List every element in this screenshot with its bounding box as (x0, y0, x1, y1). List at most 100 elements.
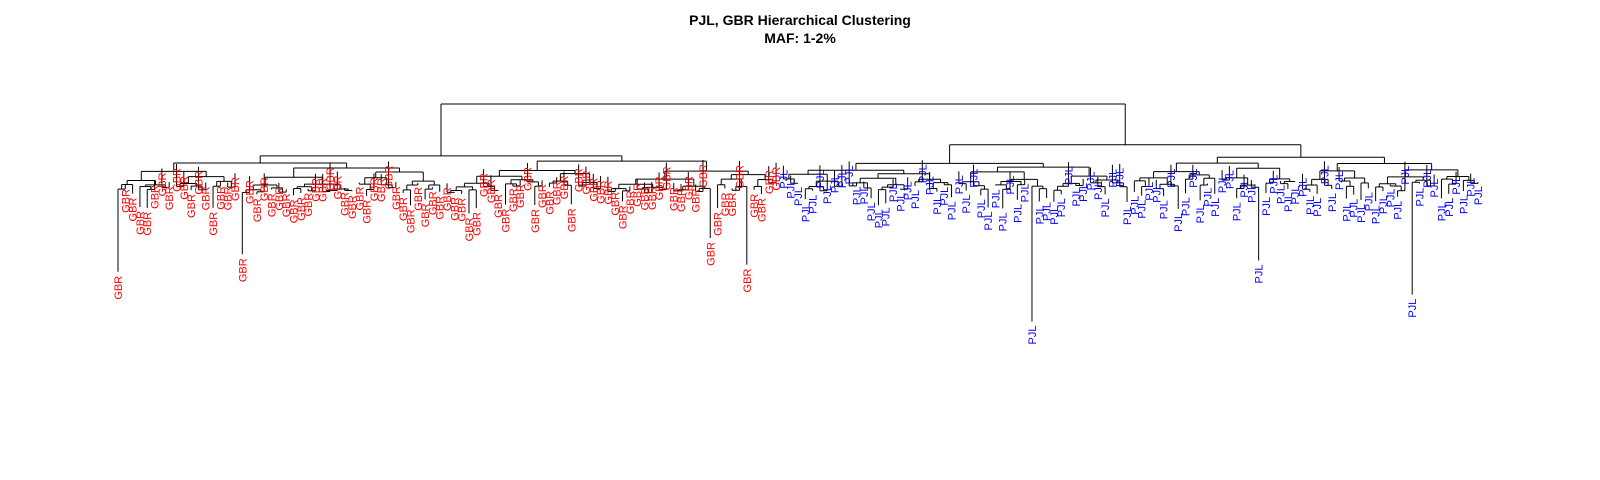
leaf-label: GBR (698, 164, 710, 188)
leaf-label: PJL (1385, 188, 1397, 207)
dendrogram-tree (117, 103, 1479, 322)
leaf-label: PJL (1034, 205, 1046, 224)
leaf-label: GBR (274, 187, 286, 211)
leaf-label: GBR (347, 195, 359, 219)
leaf-label: PJL (786, 180, 798, 199)
leaf-label: PJL (1239, 179, 1251, 198)
leaf-label: GBR (186, 194, 198, 218)
leaf-label: GBR (603, 181, 615, 205)
leaf-label: GBR (157, 172, 169, 196)
leaf-label: GBR (164, 186, 176, 210)
leaf-label: PJL (1466, 178, 1478, 197)
leaf-label: GBR (128, 198, 140, 222)
leaf-label: GBR (310, 178, 322, 202)
leaf-label: GBR (193, 171, 205, 195)
leaf-label: GBR (661, 166, 673, 190)
leaf-label: PJL (830, 174, 842, 193)
leaf-label: PJL (1422, 169, 1434, 188)
leaf-label: PJL (1129, 196, 1141, 215)
leaf-label: GBR (120, 189, 132, 213)
leaf-label: PJL (1246, 184, 1258, 203)
leaf-label: GBR (720, 192, 732, 216)
leaf-label: PJL (1261, 197, 1273, 216)
leaf-label: GBR (142, 212, 154, 236)
leaf-label: PJL (852, 186, 864, 205)
leaf-label: GBR (179, 176, 191, 200)
leaf-label: GBR (435, 196, 447, 220)
leaf-label: PJL (1137, 200, 1149, 219)
leaf-label: PJL (822, 185, 834, 204)
leaf-label: PJL (939, 187, 951, 206)
leaf-label: PJL (1349, 199, 1361, 218)
leaf-label: PJL (1254, 265, 1266, 284)
leaf-label: PJL (1020, 183, 1032, 202)
leaf-label: PJL (1378, 195, 1390, 214)
leaf-label: GBR (501, 209, 513, 233)
leaf-label: GBR (566, 208, 578, 232)
leaf-label: GBR (318, 178, 330, 202)
leaf-label: PJL (983, 212, 995, 231)
leaf-label: GBR (113, 276, 125, 300)
leaf-label: GBR (237, 258, 249, 282)
leaf-label: GBR (749, 194, 761, 218)
leaf-label: GBR (332, 175, 344, 199)
leaf-label: PJL (1305, 196, 1317, 215)
leaf-label: PJL (1334, 171, 1346, 190)
leaf-label: PJL (1115, 168, 1127, 187)
leaf-label: PJL (1451, 176, 1463, 195)
leaf-label: GBR (647, 186, 659, 210)
leaf-label: GBR (493, 194, 505, 218)
leaf-label: GBR (267, 193, 279, 217)
leaf-label: PJL (1159, 200, 1171, 219)
leaf-label: PJL (947, 201, 959, 220)
leaf-label: PJL (1473, 186, 1485, 205)
leaf-label: PJL (976, 199, 988, 218)
leaf-label: PJL (932, 196, 944, 215)
leaf-label: PJL (1400, 166, 1412, 185)
leaf-label: GBR (384, 165, 396, 189)
leaf-label: GBR (625, 190, 637, 214)
leaf-label: GBR (515, 184, 527, 208)
chart-title: PJL, GBR Hierarchical Clustering (689, 12, 911, 28)
leaf-label: PJL (1210, 198, 1222, 217)
leaf-label: GBR (523, 167, 535, 191)
leaf-label: PJL (1371, 205, 1383, 224)
leaf-label: PJL (1276, 185, 1288, 204)
leaf-label: GBR (756, 198, 768, 222)
leaf-label: GBR (537, 184, 549, 208)
leaf-label: PJL (844, 165, 856, 184)
leaf-label: PJL (793, 187, 805, 206)
leaf-label: GBR (215, 186, 227, 210)
leaf-label: GBR (544, 191, 556, 215)
leaf-label: GBR (340, 192, 352, 216)
leaf-label: GBR (464, 217, 476, 241)
leaf-label: GBR (135, 211, 147, 235)
leaf-label: PJL (1042, 202, 1054, 221)
leaf-label: GBR (289, 199, 301, 223)
leaf-label: GBR (735, 165, 747, 189)
leaf-label: PJL (1444, 198, 1456, 217)
leaf-label: PJL (1312, 198, 1324, 217)
leaf-label: GBR (354, 187, 366, 211)
leaf-label: PJL (1173, 213, 1185, 232)
leaf-label: GBR (427, 191, 439, 215)
leaf-label: PJL (1407, 299, 1419, 318)
leaf-label: GBR (208, 212, 220, 236)
leaf-label: GBR (230, 177, 242, 201)
leaf-label: PJL (1188, 169, 1200, 188)
leaf-label: GBR (632, 183, 644, 207)
leaf-label: PJL (1415, 188, 1427, 207)
leaf-label: GBR (303, 193, 315, 217)
leaf-label: GBR (362, 200, 374, 224)
leaf-label: GBR (669, 187, 681, 211)
leaf-label: GBR (530, 209, 542, 233)
leaf-label: PJL (1181, 197, 1193, 216)
leaf-label: GBR (413, 187, 425, 211)
leaf-label: PJL (1283, 193, 1295, 212)
leaf-label: PJL (881, 207, 893, 226)
leaf-label: GBR (618, 205, 630, 229)
leaf-label: GBR (252, 198, 264, 222)
leaf-label: GBR (508, 188, 520, 212)
leaf-label: PJL (961, 195, 973, 214)
